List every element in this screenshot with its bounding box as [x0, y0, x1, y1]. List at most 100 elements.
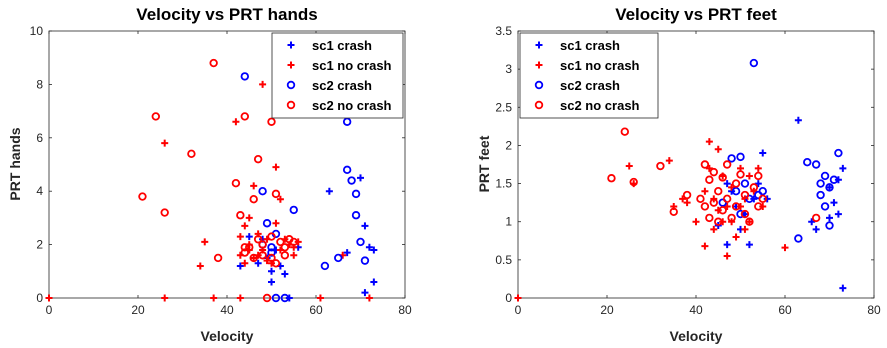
data-point — [356, 237, 365, 247]
data-point — [741, 225, 749, 233]
data-point — [45, 294, 53, 302]
data-point — [250, 254, 258, 262]
data-point — [749, 183, 759, 192]
data-point — [236, 294, 244, 302]
data-point — [249, 253, 258, 263]
x-tick-label: 40 — [220, 303, 234, 317]
legend-label: sc2 crash — [312, 78, 372, 93]
legend-marker — [287, 61, 295, 69]
chart-prt-feet: Velocity vs PRT feet Velocity PRT feet 0… — [476, 5, 881, 344]
data-point — [754, 171, 763, 181]
data-point — [241, 222, 249, 230]
data-point — [294, 238, 302, 246]
data-point — [745, 172, 753, 180]
data-point — [253, 154, 263, 164]
data-point — [267, 253, 276, 263]
legend-marker — [286, 100, 296, 110]
data-point — [258, 251, 267, 260]
y-tick-label: 8 — [36, 77, 43, 91]
x-tick-label: 80 — [867, 303, 881, 317]
data-point — [811, 160, 821, 169]
legend-label: sc1 no crash — [560, 58, 640, 73]
legend-label: sc2 crash — [560, 78, 620, 93]
series-sc1-no-crash — [45, 80, 373, 302]
data-point — [745, 241, 753, 249]
data-point — [732, 233, 740, 241]
data-point — [347, 176, 356, 185]
data-point — [334, 253, 343, 263]
data-point — [268, 267, 275, 275]
data-point — [781, 244, 789, 252]
data-point — [709, 167, 718, 177]
data-point — [361, 289, 369, 297]
data-point — [289, 205, 298, 215]
data-point — [258, 186, 267, 196]
data-point — [759, 202, 767, 210]
data-point — [745, 217, 754, 226]
data-point — [370, 246, 378, 254]
y-tick-label: 3.5 — [495, 24, 512, 38]
series-sc2-no-crash — [138, 58, 298, 303]
x-tick-label: 60 — [778, 303, 792, 317]
data-point — [826, 214, 833, 222]
series-sc1-no-crash — [514, 138, 789, 302]
x-tick-label: 20 — [600, 303, 614, 317]
data-point — [209, 58, 218, 68]
data-point — [700, 202, 710, 211]
data-point — [740, 190, 750, 200]
data-point — [281, 270, 289, 278]
data-point — [727, 213, 736, 223]
x-tick-label: 80 — [398, 303, 412, 317]
y-tick-label: 2.5 — [495, 100, 512, 114]
data-point — [289, 237, 298, 247]
data-point — [714, 145, 722, 153]
data-point — [829, 175, 839, 184]
data-point — [750, 195, 758, 203]
data-point — [758, 194, 767, 204]
x-axis-label: Velocity — [670, 328, 723, 344]
data-point — [245, 233, 253, 241]
series-sc2-crash — [240, 72, 370, 303]
data-point — [232, 118, 240, 126]
data-point — [839, 284, 847, 292]
data-point — [736, 209, 745, 219]
series-sc2-crash — [718, 58, 843, 243]
legend-marker — [535, 61, 543, 69]
data-point — [254, 259, 262, 267]
data-point — [794, 116, 802, 124]
x-tick-label: 40 — [689, 303, 703, 317]
data-point — [271, 259, 281, 268]
data-point — [839, 164, 847, 172]
data-point — [723, 180, 731, 188]
legend-label: sc2 no crash — [560, 98, 640, 113]
data-point — [736, 170, 745, 179]
data-point — [210, 294, 218, 302]
data-point — [749, 58, 759, 68]
y-tick-label: 2 — [505, 138, 512, 152]
y-tick-label: 4 — [36, 184, 43, 198]
legend: sc1 crash sc1 no crash sc2 crash sc2 no cra… — [271, 32, 404, 119]
legend-label: sc1 no crash — [312, 58, 392, 73]
data-point — [723, 252, 731, 260]
data-point — [236, 262, 244, 270]
data-point — [731, 179, 741, 188]
data-point — [259, 80, 267, 88]
series-sc2-no-crash — [607, 127, 821, 226]
data-point — [161, 294, 169, 302]
data-point — [240, 112, 249, 121]
data-point — [718, 173, 727, 182]
legend-label: sc2 no crash — [312, 98, 392, 113]
x-tick-label: 60 — [309, 303, 323, 317]
data-point — [740, 209, 750, 219]
data-point — [325, 187, 333, 195]
y-tick-label: 10 — [30, 24, 44, 38]
data-point — [816, 190, 825, 200]
legend-marker — [286, 80, 296, 90]
data-point — [361, 222, 369, 230]
x-tick-label: 20 — [131, 303, 145, 317]
y-tick-label: 3 — [505, 62, 512, 76]
data-point — [253, 235, 263, 244]
data-point — [236, 233, 244, 241]
legend-marker — [287, 41, 295, 49]
